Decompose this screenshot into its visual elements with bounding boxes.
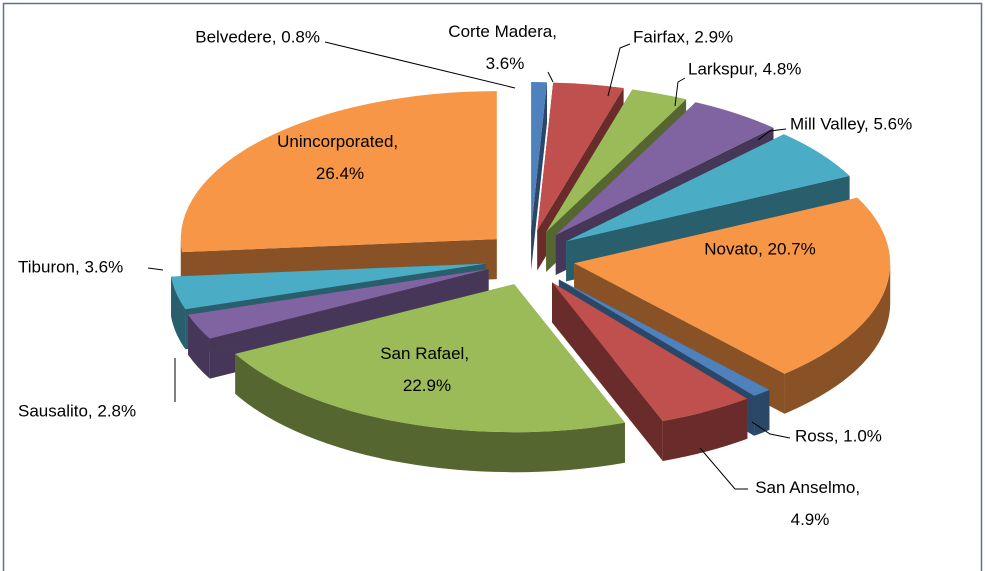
slice-wall-shade	[754, 389, 770, 436]
slice	[531, 82, 547, 230]
leader-line	[547, 71, 554, 83]
slice-wall	[235, 353, 625, 473]
data-label: Fairfax, 2.9%	[633, 27, 733, 46]
slice-tops	[171, 82, 891, 433]
data-label: Novato, 20.7%	[704, 239, 816, 258]
slice-side	[531, 82, 547, 270]
data-label: Unincorporated, 26.4%	[277, 132, 403, 183]
data-label: Mill Valley, 5.6%	[790, 114, 912, 133]
leader-line	[699, 447, 748, 490]
slice	[537, 82, 624, 231]
data-label: Tiburon, 3.6%	[18, 257, 123, 276]
slice-side-shade	[531, 82, 547, 270]
label-line: San Rafael,	[380, 344, 474, 363]
slice-wall-shade	[235, 353, 625, 473]
slice-wall	[662, 398, 748, 461]
label-line: Corte Madera,	[448, 22, 561, 41]
slice	[180, 91, 497, 253]
slice-wall-shade	[784, 263, 891, 414]
data-label: Belvedere, 0.8%	[195, 27, 320, 46]
slice-side-shade	[552, 282, 663, 461]
slice-wall	[784, 263, 891, 414]
data-label: San Anselmo, 4.9%	[755, 478, 865, 529]
slice	[188, 269, 489, 339]
label-line: 26.4%	[316, 164, 364, 183]
slice-wall	[754, 389, 770, 436]
slice	[235, 284, 625, 433]
slice-side	[188, 269, 489, 355]
label-line: San Anselmo,	[755, 478, 865, 497]
slice-wall-shade	[171, 276, 186, 350]
data-label: Ross, 1.0%	[795, 426, 882, 445]
data-label: San Rafael, 22.9%	[380, 344, 474, 395]
slice-side	[552, 282, 663, 461]
label-line: Unincorporated,	[277, 132, 403, 151]
leader-line	[751, 421, 791, 439]
slice-wall	[188, 314, 210, 379]
label-line: 4.9%	[791, 510, 830, 529]
slice	[566, 134, 850, 242]
slice-wall-shade	[188, 314, 210, 379]
data-label: Sausalito, 2.8%	[18, 401, 136, 420]
data-label: Larkspur, 4.8%	[688, 59, 801, 78]
slice	[574, 197, 891, 374]
label-line: 3.6%	[486, 54, 525, 73]
slice	[552, 282, 748, 421]
leader-line	[324, 41, 516, 89]
leader-line	[674, 77, 686, 107]
slice-wall-shade	[662, 398, 748, 461]
slice	[558, 279, 770, 396]
leader-line	[147, 267, 164, 271]
leader-line	[757, 128, 787, 141]
label-line: 22.9%	[403, 376, 451, 395]
leader-line	[607, 43, 631, 97]
slice-side-shade	[188, 269, 489, 355]
slice-wall	[171, 276, 186, 350]
slice	[546, 89, 687, 232]
slice	[555, 102, 774, 235]
slice	[171, 263, 486, 310]
data-label: Corte Madera, 3.6%	[448, 22, 561, 73]
